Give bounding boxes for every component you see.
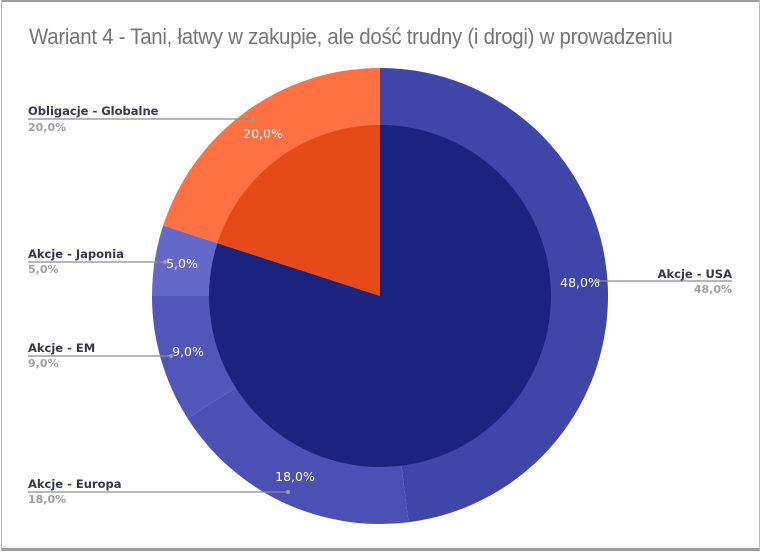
label-value-europa: 18,0% <box>28 493 66 506</box>
label-name-usa: Akcje - USA <box>658 267 733 281</box>
inner-pie <box>209 125 552 467</box>
label-name-europa: Akcje - Europa <box>28 477 122 491</box>
inner-slice-obligacje[interactable] <box>217 125 380 296</box>
slice-label-em: 9,0% <box>172 344 204 359</box>
label-value-em: 9,0% <box>28 357 59 370</box>
label-value-usa: 48,0% <box>694 283 732 296</box>
leader-dot-obligacje <box>251 117 255 121</box>
leader-lines <box>28 117 732 494</box>
label-name-em: Akcje - EM <box>28 341 95 355</box>
inner-slice-akcje[interactable] <box>209 125 552 467</box>
slice-label-obligacje: 20,0% <box>243 126 283 141</box>
slice-value-labels: 20,0% 5,0% 9,0% 18,0% 48,0% <box>166 126 600 484</box>
leader-dot-japonia <box>163 260 167 264</box>
slice-label-europa: 18,0% <box>275 469 315 484</box>
chart-title: Wariant 4 - Tani, łatwy w zakupie, ale d… <box>29 24 673 49</box>
category-labels: Obligacje - Globalne 20,0% Akcje - Japon… <box>28 104 732 506</box>
label-name-obligacje: Obligacje - Globalne <box>28 104 159 118</box>
slice-label-japonia: 5,0% <box>166 256 198 271</box>
slice-label-usa: 48,0% <box>560 275 600 290</box>
leader-dot-em <box>169 354 173 358</box>
label-value-obligacje: 20,0% <box>28 121 66 134</box>
label-value-japonia: 5,0% <box>28 263 59 276</box>
leader-dot-usa <box>596 279 600 283</box>
leader-dot-europa <box>286 490 290 494</box>
label-name-japonia: Akcje - Japonia <box>28 247 124 261</box>
